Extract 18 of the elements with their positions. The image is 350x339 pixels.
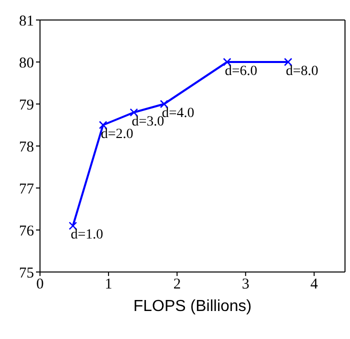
annotation: d=2.0 bbox=[100, 126, 134, 142]
x-tick-label: 4 bbox=[310, 276, 318, 293]
annotation: d=8.0 bbox=[286, 64, 318, 79]
y-tick-label: 79 bbox=[19, 97, 34, 114]
x-tick-label: 2 bbox=[173, 276, 181, 293]
annotation: d=3.0 bbox=[132, 114, 164, 130]
x-axis-title: FLOPS (Billions) bbox=[133, 298, 252, 315]
y-tick-label: 75 bbox=[19, 265, 34, 282]
x-tick-label: 3 bbox=[242, 276, 250, 293]
annotation: d=1.0 bbox=[70, 228, 104, 243]
y-tick-label: 77 bbox=[19, 181, 34, 198]
y-tick-label: 76 bbox=[19, 223, 34, 240]
annotation: d=6.0 bbox=[224, 64, 258, 79]
y-tick-label: 78 bbox=[19, 139, 34, 156]
y-tick-label: 81 bbox=[19, 13, 34, 30]
x-tick-label: 0 bbox=[36, 276, 44, 293]
x-tick-label: 1 bbox=[104, 276, 112, 293]
y-tick-label: 80 bbox=[19, 55, 34, 72]
